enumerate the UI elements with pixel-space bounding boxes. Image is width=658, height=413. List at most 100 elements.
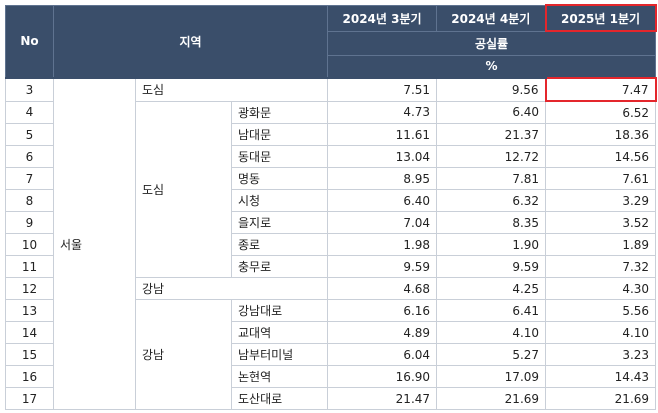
table-row[interactable]: 12 강남 4.68 4.25 4.30 (5, 277, 657, 300)
value-2025-q1: 3.29 (545, 189, 657, 212)
value-2024-q3: 16.90 (327, 365, 438, 388)
value-2024-q4: 17.09 (436, 365, 547, 388)
row-no: 16 (5, 365, 54, 388)
district-group-gangnam: 강남 (135, 299, 232, 410)
row-no: 14 (5, 321, 54, 344)
header-no[interactable]: No (5, 4, 54, 79)
row-no: 4 (5, 100, 54, 124)
area-cell: 남대문 (230, 123, 329, 146)
area-cell: 충무로 (230, 255, 329, 278)
value-2024-q3: 4.89 (327, 321, 438, 344)
value-2025-q1-highlighted: 7.47 (544, 77, 657, 102)
value-2024-q3: 4.73 (327, 100, 438, 124)
row-no: 10 (5, 233, 54, 256)
header-period-2024-q3[interactable]: 2024년 3분기 (327, 4, 438, 32)
header-metric: 공실률 (327, 30, 657, 56)
table-row[interactable]: 3 서울 도심 7.51 9.56 7.47 (5, 77, 657, 410)
value-2025-q1: 14.43 (545, 365, 657, 388)
table-row[interactable]: 4 도심 광화문 4.73 6.40 6.52 (5, 100, 657, 278)
value-2025-q1: 4.10 (545, 321, 657, 344)
row-no: 9 (5, 211, 54, 234)
value-2024-q3: 6.16 (327, 299, 438, 322)
value-2024-q4: 12.72 (436, 145, 547, 168)
row-no: 8 (5, 189, 54, 212)
value-2025-q1: 7.32 (545, 255, 657, 278)
table-row[interactable]: 6 동대문 13.04 12.72 14.56 (5, 145, 657, 168)
area-cell: 을지로 (230, 211, 329, 234)
row-no: 15 (5, 343, 54, 366)
value-2024-q4: 7.81 (436, 167, 547, 190)
table-row[interactable]: 14 교대역 4.89 4.10 4.10 (5, 321, 657, 344)
value-2024-q3: 8.95 (327, 167, 438, 190)
row-no: 5 (5, 123, 54, 146)
value-2024-q4: 6.41 (436, 299, 547, 322)
table-row[interactable]: 16 논현역 16.90 17.09 14.43 (5, 365, 657, 388)
row-no: 6 (5, 145, 54, 168)
table-body: 3 서울 도심 7.51 9.56 7.47 4 도심 광화문 4.73 6.4… (5, 77, 657, 410)
row-no: 12 (5, 277, 54, 300)
value-2025-q1: 3.52 (545, 211, 657, 234)
value-2024-q4: 8.35 (436, 211, 547, 234)
table-row[interactable]: 11 충무로 9.59 9.59 7.32 (5, 255, 657, 278)
area-cell: 명동 (230, 167, 329, 190)
value-2024-q3: 13.04 (327, 145, 438, 168)
row-no: 13 (5, 299, 54, 322)
area-cell: 시청 (230, 189, 329, 212)
area-cell: 논현역 (230, 365, 329, 388)
value-2024-q3: 6.40 (327, 189, 438, 212)
value-2024-q3: 9.59 (327, 255, 438, 278)
row-no: 11 (5, 255, 54, 278)
value-2024-q3: 7.04 (327, 211, 438, 234)
value-2025-q1: 1.89 (545, 233, 657, 256)
value-2024-q4: 6.40 (436, 100, 547, 124)
header-period-2024-q4[interactable]: 2024년 4분기 (436, 4, 547, 32)
table-row[interactable]: 5 남대문 11.61 21.37 18.36 (5, 123, 657, 146)
value-2024-q4: 6.32 (436, 189, 547, 212)
area-cell: 교대역 (230, 321, 329, 344)
row-no: 17 (5, 387, 54, 410)
value-2025-q1: 3.23 (545, 343, 657, 366)
row-no: 3 (5, 77, 54, 102)
table-row[interactable]: 15 남부터미널 6.04 5.27 3.23 (5, 343, 657, 366)
district-cell: 도심 (134, 77, 329, 102)
value-2025-q1: 5.56 (545, 299, 657, 322)
table-header: No 지역 2024년 3분기 2024년 4분기 2025년 1분기 공실률 … (5, 4, 657, 79)
area-cell: 광화문 (230, 100, 329, 124)
region-city-cell: 서울 (53, 77, 136, 410)
value-2024-q3: 7.51 (327, 77, 438, 102)
value-2025-q1: 4.30 (545, 277, 657, 300)
value-2024-q4: 9.59 (436, 255, 547, 278)
value-2025-q1: 14.56 (545, 145, 657, 168)
value-2025-q1: 21.69 (545, 387, 657, 410)
table-row[interactable]: 17 도산대로 21.47 21.69 21.69 (5, 387, 657, 410)
area-cell: 강남대로 (230, 299, 329, 322)
value-2024-q3: 6.04 (327, 343, 438, 366)
value-2024-q4: 4.10 (436, 321, 547, 344)
district-cell: 강남 (134, 277, 329, 300)
value-2024-q4: 9.56 (436, 77, 547, 102)
area-cell: 종로 (230, 233, 329, 256)
header-period-2025-q1[interactable]: 2025년 1분기 (544, 4, 657, 32)
header-region[interactable]: 지역 (52, 4, 329, 79)
value-2024-q4: 1.90 (436, 233, 547, 256)
area-cell: 도산대로 (230, 387, 329, 410)
value-2024-q3: 4.68 (327, 277, 438, 300)
vacancy-rate-table: No 지역 2024년 3분기 2024년 4분기 2025년 1분기 공실률 … (5, 4, 657, 410)
area-cell: 동대문 (230, 145, 329, 168)
value-2025-q1: 7.61 (545, 167, 657, 190)
value-2024-q4: 5.27 (436, 343, 547, 366)
value-2025-q1: 18.36 (545, 123, 657, 146)
row-no: 7 (5, 167, 54, 190)
value-2024-q4: 4.25 (436, 277, 547, 300)
value-2024-q4: 21.69 (436, 387, 547, 410)
value-2024-q3: 1.98 (327, 233, 438, 256)
area-cell: 남부터미널 (230, 343, 329, 366)
table-row[interactable]: 9 을지로 7.04 8.35 3.52 (5, 211, 657, 234)
header-unit: % (327, 54, 657, 79)
table-row[interactable]: 7 명동 8.95 7.81 7.61 (5, 167, 657, 190)
value-2024-q3: 11.61 (327, 123, 438, 146)
value-2024-q3: 21.47 (327, 387, 438, 410)
value-2024-q4: 21.37 (436, 123, 547, 146)
district-group-downtown: 도심 (135, 100, 232, 278)
